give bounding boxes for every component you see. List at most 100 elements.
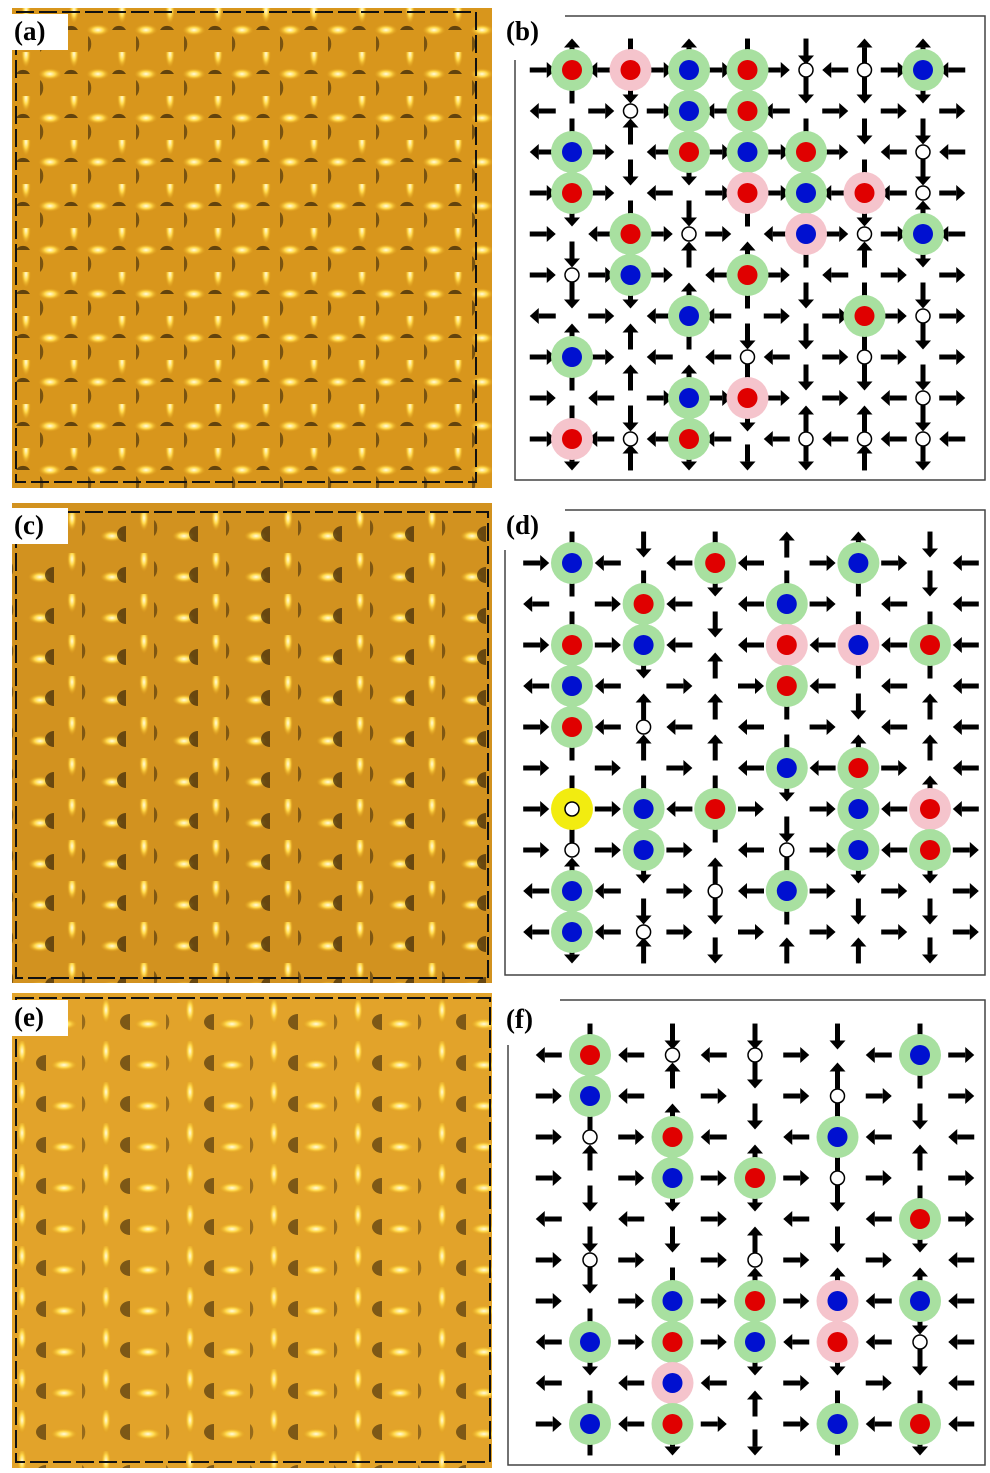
arrow-head: [800, 1293, 810, 1309]
mfm-image: [12, 993, 492, 1468]
arrow-head: [915, 422, 931, 432]
arrow-head: [664, 1103, 681, 1113]
arrow-head: [822, 267, 832, 283]
arrow-head: [605, 308, 615, 324]
arrow-head: [529, 308, 539, 324]
arrow-head: [582, 1366, 598, 1376]
arrow-head: [663, 226, 673, 242]
arrow-head: [622, 299, 639, 309]
arrow-head: [882, 1088, 892, 1104]
arrow-head: [780, 308, 790, 324]
arrow-head: [683, 924, 693, 940]
arrow-head: [826, 719, 836, 735]
vertex: [664, 1047, 681, 1063]
arrow-head: [839, 103, 849, 119]
arrow-head: [881, 842, 891, 858]
arrow-head: [965, 1211, 975, 1227]
arrow-head: [826, 596, 836, 612]
vertex: [562, 142, 582, 162]
panel-frame: [504, 509, 986, 976]
arrow-head: [922, 587, 938, 597]
arrow-head: [969, 883, 979, 899]
arrow-head: [922, 693, 938, 703]
arrow-head: [666, 801, 676, 817]
arrow-head: [922, 734, 938, 744]
arrow-head: [948, 1129, 958, 1145]
arrow-head: [783, 1211, 793, 1227]
vertex: [662, 1291, 683, 1311]
vertex: [913, 60, 933, 80]
vertex: [580, 1045, 600, 1065]
vertex: [662, 1332, 683, 1352]
label-box: [12, 508, 68, 544]
vertex: [796, 142, 816, 162]
arrow-head: [588, 390, 598, 406]
arrow-head: [839, 390, 849, 406]
arrow-head: [952, 596, 962, 612]
arrow-head: [850, 874, 867, 884]
arrow-head: [912, 1144, 928, 1154]
arrow-head: [881, 719, 891, 735]
arrow-head: [915, 258, 931, 268]
vertex: [915, 308, 931, 324]
arrow-head: [646, 431, 656, 447]
arrow-head: [666, 637, 676, 653]
arrow-head: [856, 38, 873, 48]
vertex: [776, 758, 797, 778]
vertex: [776, 594, 797, 614]
arrow-head: [722, 226, 732, 242]
arrow-head: [865, 1416, 875, 1432]
arrow-head: [635, 548, 652, 558]
arrow-head: [523, 924, 533, 940]
arrow-head: [529, 144, 539, 160]
vertex: [562, 922, 582, 942]
panel-label: (c): [14, 510, 44, 540]
arrow-head: [882, 1252, 892, 1268]
arrow-head: [540, 801, 550, 817]
panel-frame: [507, 999, 986, 1466]
arrow-head: [798, 55, 814, 65]
arrow-head: [898, 883, 908, 899]
arrow-head: [605, 349, 615, 365]
arrow-head: [618, 1211, 628, 1227]
arrow-head: [915, 135, 931, 145]
vertex: [827, 1414, 848, 1434]
arrow-head: [829, 1062, 846, 1072]
arrow-head: [683, 883, 693, 899]
arrow-head: [666, 555, 676, 571]
vertex: [829, 1170, 846, 1186]
arrow-head: [739, 422, 756, 432]
arrow-head: [780, 267, 790, 283]
arrow-head: [681, 241, 697, 251]
arrow-head: [582, 1243, 598, 1253]
vertex: [910, 1291, 930, 1311]
vertex: [635, 924, 652, 940]
vertex: [737, 142, 758, 162]
arrow-head: [856, 217, 873, 227]
arrow-head: [952, 555, 962, 571]
arrow-head: [605, 103, 615, 119]
arrow-head: [798, 340, 814, 350]
vertex: [705, 553, 726, 573]
arrow-head: [897, 349, 907, 365]
arrow-head: [952, 801, 962, 817]
arrow-head: [898, 555, 908, 571]
vertex: [562, 553, 582, 573]
arrow-head: [681, 217, 697, 227]
arrow-head: [897, 267, 907, 283]
arrow-head: [739, 241, 756, 251]
arrow-head: [738, 596, 747, 612]
vertex: [915, 431, 931, 447]
vertex: [829, 1088, 846, 1104]
arrow-head: [622, 444, 639, 454]
vertex: [854, 306, 875, 326]
vertex: [848, 758, 869, 778]
arrow-head: [850, 915, 867, 925]
arrow-head: [850, 734, 867, 744]
vertex: [562, 676, 582, 696]
arrow-head: [582, 1202, 598, 1212]
vertex: [910, 1045, 930, 1065]
arrow-head: [738, 842, 747, 858]
vertex: [622, 431, 639, 447]
arrow-head: [717, 1416, 727, 1432]
